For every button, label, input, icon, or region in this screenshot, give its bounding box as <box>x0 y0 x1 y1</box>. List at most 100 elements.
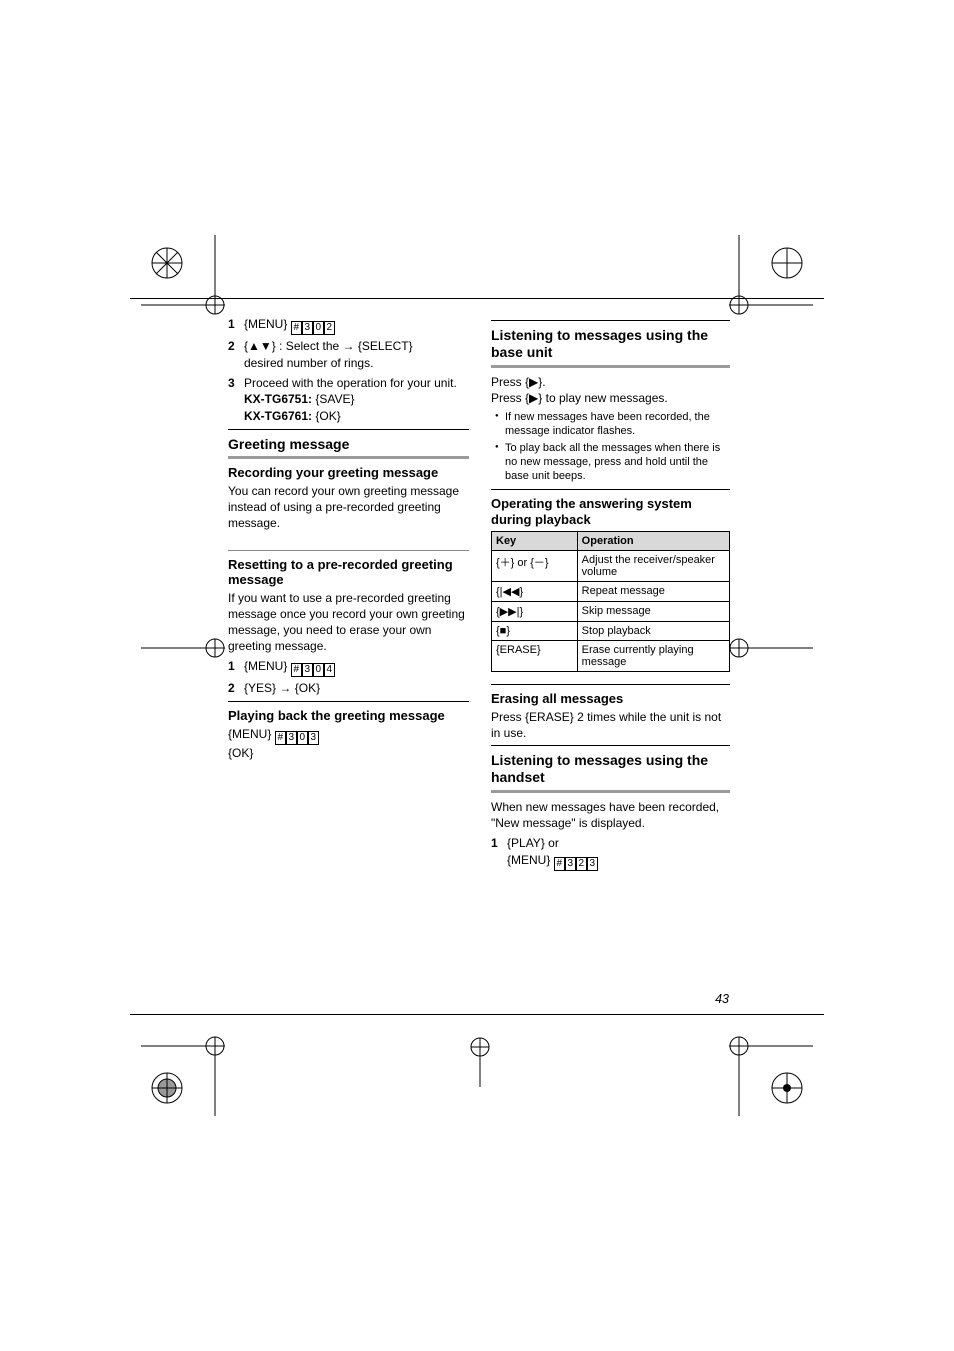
listen-base-heading: Listening to messages using the base uni… <box>491 327 730 361</box>
divider <box>491 320 730 321</box>
model-label: KX-TG6751: <box>244 392 312 406</box>
menu-key: {MENU} <box>228 727 271 741</box>
table-header-row: Key Operation <box>492 531 730 550</box>
page-body: 1 {MENU} #302 2 {▲▼} : Select the → {SEL… <box>224 316 734 996</box>
ops-subheading: Operating the answering system during pl… <box>491 496 730 527</box>
step-number: 1 <box>228 658 235 675</box>
body-text: Press <box>491 391 522 405</box>
play-icon: {▶} <box>525 391 542 405</box>
erase-body: Press {ERASE} 2 times while the unit is … <box>491 709 730 741</box>
body-text: Press <box>491 375 522 389</box>
step-text: Proceed with the operation for your unit… <box>244 376 457 390</box>
regmark-top-right <box>719 225 839 345</box>
divider <box>491 745 730 746</box>
cell-key: {■} <box>492 621 578 640</box>
key-hash: # <box>275 731 286 745</box>
select-key: {SELECT} <box>358 339 413 353</box>
key-hash: # <box>554 857 565 871</box>
regmark-bot-left <box>115 1006 235 1126</box>
col-key: Key <box>492 531 578 550</box>
table-row: {＋} or {－}Adjust the receiver/speaker vo… <box>492 550 730 581</box>
key-0: 0 <box>297 731 308 745</box>
left-column: 1 {MENU} #302 2 {▲▼} : Select the → {SEL… <box>224 316 479 996</box>
regmark-bot-right <box>719 1006 839 1126</box>
bullet-1: If new messages have been recorded, the … <box>491 410 730 439</box>
step-number: 1 <box>228 316 235 333</box>
play-line-1: Press {▶}. Press {▶} to play new message… <box>491 374 730 406</box>
grey-rule <box>491 790 730 793</box>
left-step1: 1 {MENU} #302 <box>228 316 469 335</box>
arrow-icon: → <box>343 339 355 353</box>
body-text: You can record your own greeting message… <box>228 483 469 532</box>
regmark-bot-center <box>430 1033 530 1093</box>
table-row: {|◀◀}Repeat message <box>492 581 730 601</box>
save-key: {SAVE} <box>315 392 354 406</box>
body-text: If you want to use a pre-recorded greeti… <box>228 590 469 655</box>
regmark-mid-left <box>115 588 235 708</box>
step-number: 1 <box>491 835 498 852</box>
ok-key: {OK} <box>315 409 340 423</box>
table-row: {▶▶|}Skip message <box>492 601 730 621</box>
play-key: {PLAY} <box>507 836 545 850</box>
key-3: 3 <box>565 857 576 871</box>
divider-light <box>228 550 469 551</box>
step-number: 2 <box>228 338 235 355</box>
page-number: 43 <box>715 992 729 1006</box>
step-number: 2 <box>228 680 235 697</box>
play-icon: {▶} <box>525 375 542 389</box>
step-text: : Select the <box>279 339 339 353</box>
key-2: 2 <box>576 857 587 871</box>
key-3: 3 <box>302 663 313 677</box>
reset-subheading: Resetting to a pre-recorded greeting mes… <box>228 557 469 587</box>
body-text: Press <box>491 710 522 724</box>
regmark-mid-right <box>719 588 839 708</box>
or-text: or <box>548 836 559 850</box>
cell-key: {ERASE} <box>492 640 578 671</box>
listen-handset-heading: Listening to messages using the handset <box>491 752 730 786</box>
sec3-step: {MENU} #303 {OK} <box>228 726 469 762</box>
cell-key: {▶▶|} <box>492 601 578 621</box>
cell-op: Adjust the receiver/speaker volume <box>577 550 729 581</box>
cell-key: {＋} or {－} <box>492 550 578 581</box>
record-subheading: Recording your greeting message <box>228 465 469 480</box>
key-3b: 3 <box>587 857 598 871</box>
key-0: 0 <box>313 321 324 335</box>
erase-subheading: Erasing all messages <box>491 691 730 706</box>
menu-key: {MENU} <box>244 659 287 673</box>
grey-rule <box>228 456 469 459</box>
handset-body: When new messages have been recorded, "N… <box>491 799 730 831</box>
menu-key: {MENU} <box>507 853 550 867</box>
body-text: to play new messages. <box>546 391 668 405</box>
cell-op: Repeat message <box>577 581 729 601</box>
key-3: 3 <box>286 731 297 745</box>
right-column: Listening to messages using the base uni… <box>479 316 734 996</box>
bullet-2: To play back all the messages when there… <box>491 441 730 484</box>
key-3: 3 <box>302 321 313 335</box>
key-4: 4 <box>324 663 335 677</box>
bottom-rule <box>130 1014 824 1015</box>
greeting-heading: Greeting message <box>228 436 469 452</box>
cell-op: Skip message <box>577 601 729 621</box>
top-rule <box>130 298 824 299</box>
divider <box>491 684 730 685</box>
playback-subheading: Playing back the greeting message <box>228 708 469 723</box>
table-row: {■}Stop playback <box>492 621 730 640</box>
divider <box>491 489 730 490</box>
left-step3: 3 Proceed with the operation for your un… <box>228 375 469 425</box>
updown-icon: {▲▼} <box>244 339 276 353</box>
key-hash: # <box>291 663 302 677</box>
sec2-step2: 2 {YES} → {OK} <box>228 680 469 697</box>
model-label: KX-TG6761: <box>244 409 312 423</box>
yes-key: {YES} <box>244 681 276 695</box>
sec2-step1: 1 {MENU} #304 <box>228 658 469 677</box>
arrow-icon: → <box>279 681 291 695</box>
table-row: {ERASE}Erase currently playing message <box>492 640 730 671</box>
grey-rule <box>491 365 730 368</box>
key-3b: 3 <box>308 731 319 745</box>
key-0: 0 <box>313 663 324 677</box>
ok-key: {OK} <box>295 681 320 695</box>
body-text: . <box>542 375 545 389</box>
operations-table: Key Operation {＋} or {－}Adjust the recei… <box>491 531 730 672</box>
left-step2: 2 {▲▼} : Select the → {SELECT} desired n… <box>228 338 469 372</box>
key-hash: # <box>291 321 302 335</box>
